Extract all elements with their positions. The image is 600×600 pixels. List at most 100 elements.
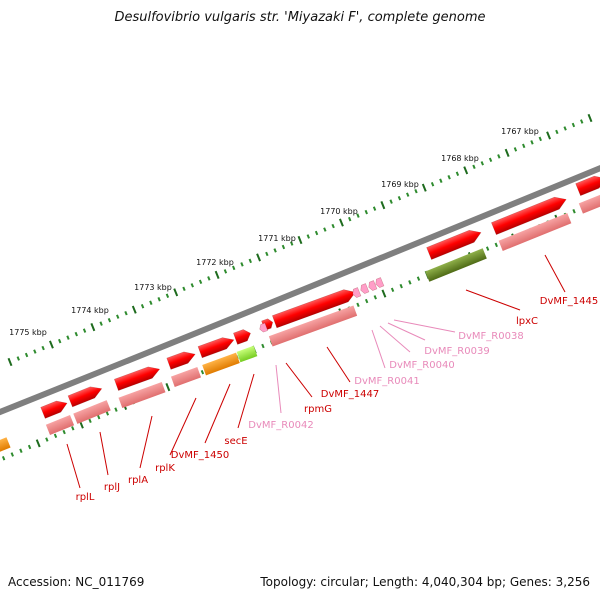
minor-tick: [165, 293, 170, 299]
gene-label-text: DvMF_R0041: [354, 376, 419, 387]
major-tick: [35, 439, 41, 448]
minor-tick: [190, 283, 194, 288]
minor-tick: [105, 411, 110, 416]
minor-tick: [240, 262, 244, 267]
leader-line: [393, 319, 456, 333]
minor-tick: [580, 119, 584, 124]
minor-tick: [273, 248, 277, 253]
minor-tick: [261, 343, 265, 349]
gene-label-rplj: rplJ: [99, 431, 120, 493]
major-tick: [90, 323, 96, 332]
gene-label-text: DvMF_R0040: [389, 360, 454, 371]
minor-tick: [455, 171, 460, 177]
gene-label-text: rplJ: [104, 482, 120, 493]
leader-line: [465, 289, 521, 311]
minor-tick: [16, 356, 20, 361]
band-DvMF_1445: [498, 213, 572, 251]
major-tick: [7, 357, 13, 367]
minor-tick: [373, 295, 377, 300]
minor-tick: [364, 209, 368, 215]
rna-arrow-DvMF_R0038: [375, 277, 385, 288]
band-DvMF_1447: [268, 305, 358, 347]
minor-tick: [33, 349, 37, 354]
gene-label-text: rplK: [155, 463, 175, 474]
gene-arrow-DvMF_1447: [272, 289, 356, 329]
minor-tick: [356, 302, 360, 308]
minor-tick: [88, 418, 92, 424]
major-tick: [49, 340, 54, 349]
gene-arrow-DvMF_1445: [491, 196, 567, 235]
rna-arrow-DvMF_R0039: [368, 280, 378, 291]
major-tick: [214, 270, 220, 279]
scale-tick-label: 1768 kbp: [441, 154, 479, 163]
gene-label-dvmf_r0041: DvMF_R0041: [354, 329, 420, 387]
minor-tick: [207, 276, 211, 281]
scale-tick-label: 1774 kbp: [71, 306, 109, 315]
gene-label-sece: secE: [224, 373, 255, 447]
minor-tick: [323, 227, 327, 232]
scale-tick-label: 1769 kbp: [381, 180, 419, 189]
gene-label-dvmf_r0038: DvMF_R0038: [393, 319, 524, 342]
leader-line: [371, 329, 386, 369]
minor-tick: [248, 258, 252, 264]
minor-tick: [66, 335, 70, 340]
leader-line: [544, 254, 566, 293]
minor-tick: [447, 175, 451, 180]
major-tick: [256, 253, 261, 262]
minor-tick: [356, 213, 360, 218]
minor-tick: [107, 317, 112, 323]
leader-line: [139, 415, 153, 469]
minor-tick: [485, 246, 490, 251]
major-tick: [546, 131, 551, 140]
gene-label-dvmf_r0042: DvMF_R0042: [248, 364, 314, 431]
major-tick: [297, 235, 303, 245]
scale-tick-label: 1775 kbp: [9, 328, 47, 337]
minor-tick: [232, 265, 236, 271]
minor-tick: [200, 369, 205, 375]
leader-line: [285, 362, 313, 398]
operon-band-olive: [425, 248, 487, 282]
minor-tick: [157, 297, 161, 302]
leader-line: [387, 322, 426, 341]
gene-label-text: rplA: [128, 475, 148, 486]
minor-tick: [480, 161, 484, 166]
topology-text: Topology: circular; Length: 4,040,304 bp…: [260, 575, 590, 589]
minor-tick: [364, 298, 369, 304]
major-tick: [421, 183, 427, 192]
band-rplK: [170, 367, 202, 387]
leader-line: [275, 364, 282, 414]
band-rplJ: [73, 400, 111, 424]
scale-tick-label: 1772 kbp: [196, 258, 234, 267]
major-tick: [587, 113, 593, 123]
minor-tick: [10, 452, 14, 457]
minor-tick: [27, 444, 32, 450]
leader-line: [66, 443, 81, 489]
major-tick: [381, 289, 387, 298]
gene-arrow-rplK: [166, 351, 196, 370]
minor-tick: [538, 136, 542, 142]
gene-label-rpmg: rpmG: [285, 362, 332, 415]
gene-label-dvmf_1447: DvMF_1447: [321, 346, 379, 400]
genome-title: Desulfovibrio vulgaris str. 'Miyazaki F'…: [114, 10, 486, 25]
band-partial: [578, 194, 600, 214]
minor-tick: [41, 345, 45, 351]
band-rplA: [118, 381, 166, 409]
minor-tick: [406, 192, 410, 197]
minor-tick: [408, 280, 412, 285]
scale-tick-label: 1773 kbp: [134, 283, 172, 292]
gene-arrow-secE: [233, 329, 251, 345]
minor-tick: [53, 433, 58, 439]
leader-line: [169, 397, 197, 456]
minor-tick: [497, 154, 501, 159]
leader-line: [326, 346, 351, 383]
gene-label-dvmf_r0040: DvMF_R0040: [379, 325, 455, 371]
major-tick: [339, 218, 344, 227]
outer-scale: [7, 113, 593, 367]
rna-arrow-DvMF_R0042: [259, 322, 268, 333]
gene-label-text: rplL: [76, 492, 95, 503]
minor-tick: [124, 310, 128, 316]
minor-tick: [314, 230, 319, 236]
leader-line: [204, 383, 231, 444]
scale-tick-label: 1767 kbp: [501, 127, 539, 136]
gene-label-dvmf_1450: DvMF_1450: [171, 383, 231, 461]
